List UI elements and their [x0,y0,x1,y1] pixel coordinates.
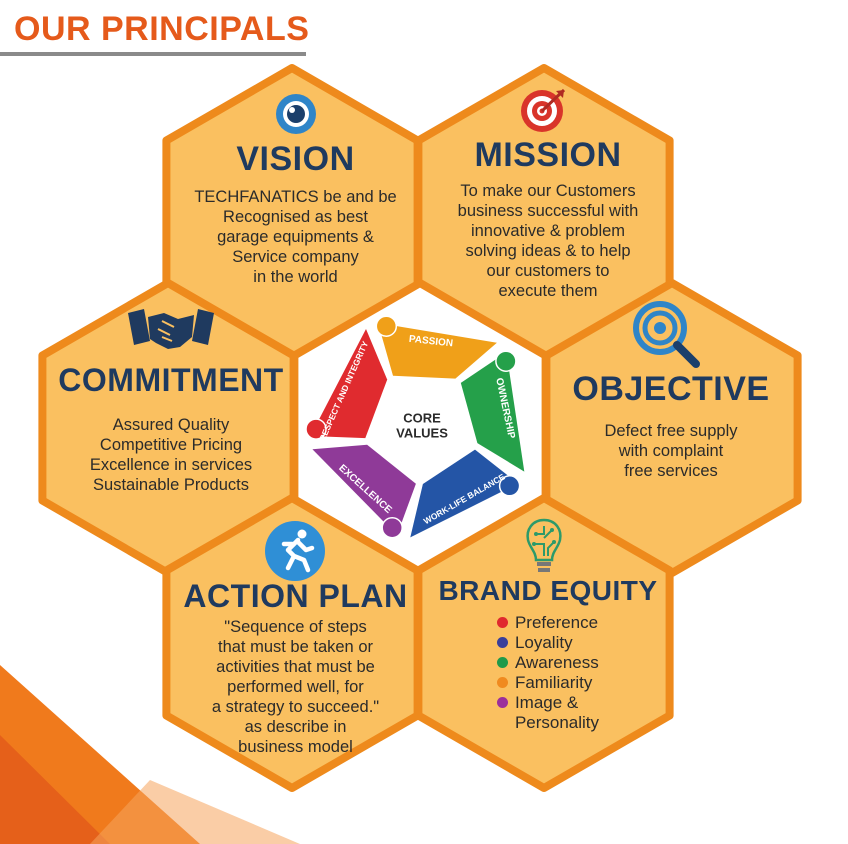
brand-equity-list: Preference Loyality Awareness Familiarit… [496,613,599,733]
handshake-icon [128,305,214,353]
core-value-segment [312,444,416,536]
core-value-segment [460,352,525,472]
brand-equity-cell: BRAND EQUITY Preference Loyality Awarene… [430,575,666,733]
commitment-cell: COMMITMENT Assured Quality Competitive P… [48,362,294,495]
commitment-body: Assured Quality Competitive Pricing Exce… [89,416,253,494]
vision-cell: VISION TECHFANATICS be and be Recognised… [178,140,413,287]
core-values-label: CORE VALUES [396,411,448,441]
magnifier-icon [632,300,700,368]
lightbulb-icon [522,516,566,576]
bullet-dot [496,697,508,708]
core-value-label: PASSION [408,334,453,350]
objective-body: Defect free supply with complaint free s… [604,422,738,480]
bullet-dot [496,657,508,668]
vision-title: VISION [236,140,355,178]
runner-icon [264,520,326,582]
core-value-badge-icon [495,350,517,372]
mission-body: To make our Customers business successfu… [457,182,639,300]
brand-equity-item: Loyality [496,633,599,653]
brand-equity-item: Familiarity [496,673,599,693]
core-value-badge-icon [375,315,398,337]
bullet-dot [496,677,508,688]
objective-title: OBJECTIVE [572,370,770,408]
bullet-dot [496,637,508,648]
vision-body: TECHFANATICS be and be Recognised as bes… [194,188,397,286]
core-value-badge-icon [305,418,327,440]
brand-equity-item: Image & Personality [496,693,599,733]
core-value-segment [310,329,388,439]
title-underline [0,52,306,56]
core-value-segment [378,323,497,379]
core-value-segment [410,449,519,538]
brand-equity-title: BRAND EQUITY [438,575,658,606]
action-plan-cell: ACTION PLAN "Sequence of steps that must… [178,578,413,757]
mission-title: MISSION [474,136,622,174]
bullet-dot [496,617,508,628]
target-icon [518,85,570,135]
eye-icon [274,92,318,136]
action-plan-body: "Sequence of steps that must be taken or… [211,618,380,756]
commitment-title: COMMITMENT [58,362,284,398]
brand-equity-item: Preference [496,613,599,633]
objective-cell: OBJECTIVE Defect free supply with compla… [556,370,786,481]
hex-brand-equity [414,494,674,792]
brand-equity-item: Awareness [496,653,599,673]
page-title: OUR PRINCIPALS [14,10,310,48]
action-plan-title: ACTION PLAN [183,578,408,614]
core-value-badge-icon [381,516,403,539]
core-value-badge-icon [498,475,521,497]
mission-cell: MISSION To make our Customers business s… [428,136,668,301]
